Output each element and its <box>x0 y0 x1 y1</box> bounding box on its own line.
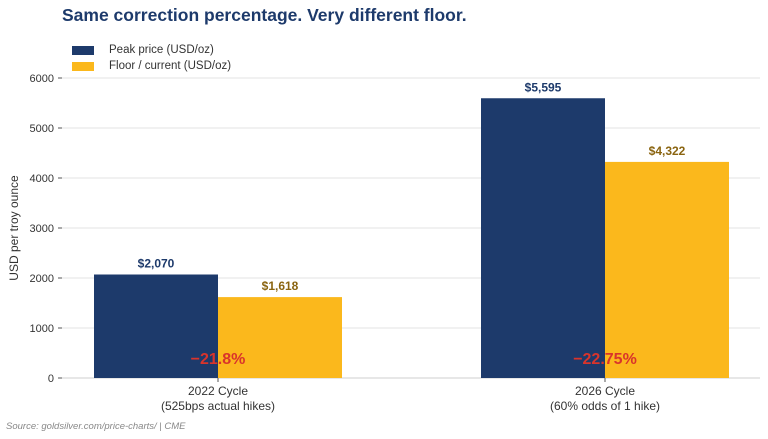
bar-value-label: $4,322 <box>649 144 686 158</box>
chart-legend: Peak price (USD/oz) Floor / current (USD… <box>72 42 231 74</box>
legend-label-peak: Peak price (USD/oz) <box>109 44 214 56</box>
legend-swatch-peak <box>72 45 94 55</box>
chart-title: Same correction percentage. Very differe… <box>62 5 467 25</box>
y-tick-label: 1000 <box>30 323 54 335</box>
bar-value-label: $1,618 <box>262 279 299 293</box>
legend-item-peak: Peak price (USD/oz) <box>72 42 231 58</box>
x-tick-label: (60% odds of 1 hike) <box>550 399 660 413</box>
bar-value-label: $2,070 <box>138 257 175 271</box>
bar-floor <box>605 161 729 378</box>
legend-swatch-floor <box>72 61 94 71</box>
correction-annotation: −21.8% <box>191 351 246 368</box>
y-tick-label: 5000 <box>30 123 54 135</box>
bar-floor <box>218 297 342 378</box>
correction-annotation: −22.75% <box>573 351 637 368</box>
x-tick-label: 2026 Cycle <box>575 384 635 398</box>
y-tick-label: 2000 <box>30 273 54 285</box>
x-tick-label: 2022 Cycle <box>188 384 248 398</box>
y-axis-label: USD per troy ounce <box>7 175 21 281</box>
legend-item-floor: Floor / current (USD/oz) <box>72 58 231 74</box>
x-tick-label: (525bps actual hikes) <box>161 399 275 413</box>
bar-value-label: $5,595 <box>525 80 562 94</box>
bar-peak <box>481 98 605 378</box>
y-tick-label: 4000 <box>30 173 54 185</box>
bar-peak <box>94 274 218 378</box>
y-tick-label: 0 <box>48 373 54 385</box>
y-tick-label: 3000 <box>30 223 54 235</box>
source-note: Source: goldsilver.com/price-charts/ | C… <box>6 421 186 432</box>
y-tick-label: 6000 <box>30 73 54 85</box>
legend-label-floor: Floor / current (USD/oz) <box>109 60 232 72</box>
